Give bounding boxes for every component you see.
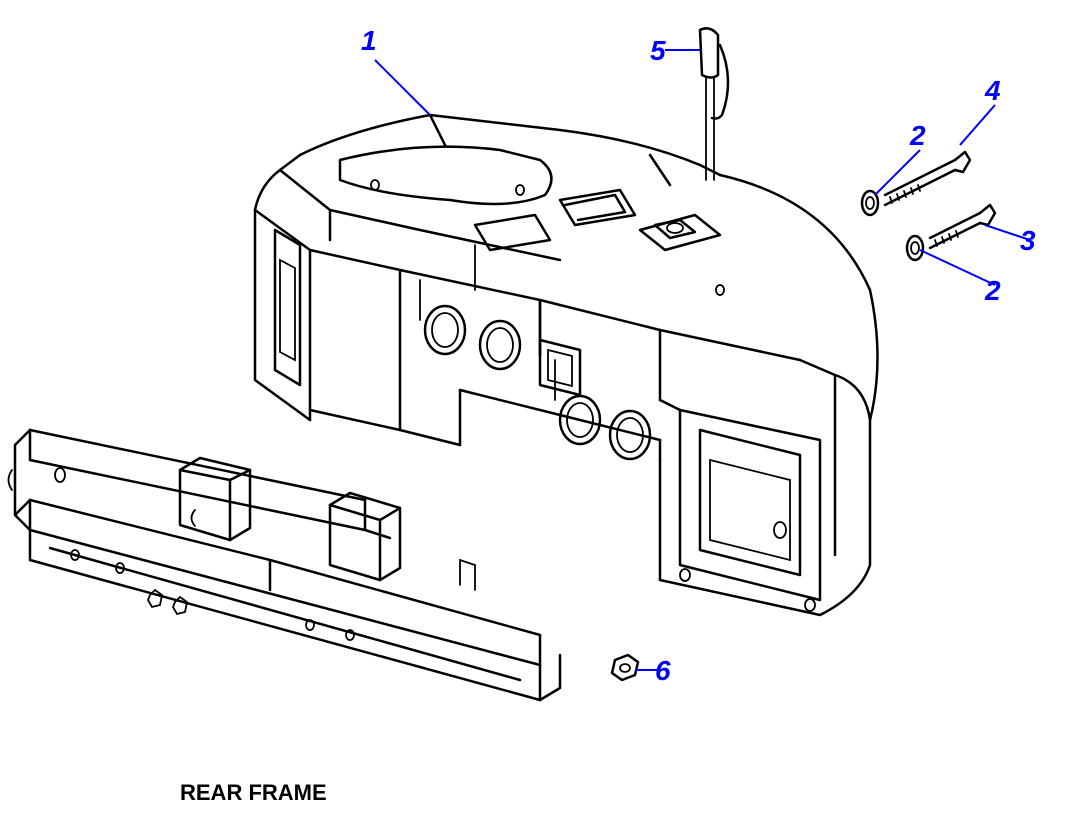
callout-4: 4 (985, 75, 1001, 107)
diagram-canvas: 1 5 4 2 3 2 6 REAR FRAME (0, 0, 1090, 823)
callout-3: 3 (1020, 225, 1036, 257)
callout-2a: 2 (910, 120, 926, 152)
technical-drawing (0, 0, 1090, 823)
callout-6: 6 (655, 655, 671, 687)
leader-lines (375, 50, 1030, 670)
counterweight-body (255, 115, 878, 615)
rear-frame (9, 430, 561, 700)
callout-1: 1 (361, 25, 377, 57)
bolt-short (907, 205, 995, 260)
rear-frame-label: REAR FRAME (180, 780, 327, 806)
callout-2b: 2 (985, 275, 1001, 307)
bolt-long (862, 152, 970, 215)
callout-5: 5 (650, 35, 666, 67)
bottom-nut (612, 655, 638, 680)
top-pin (700, 28, 728, 180)
